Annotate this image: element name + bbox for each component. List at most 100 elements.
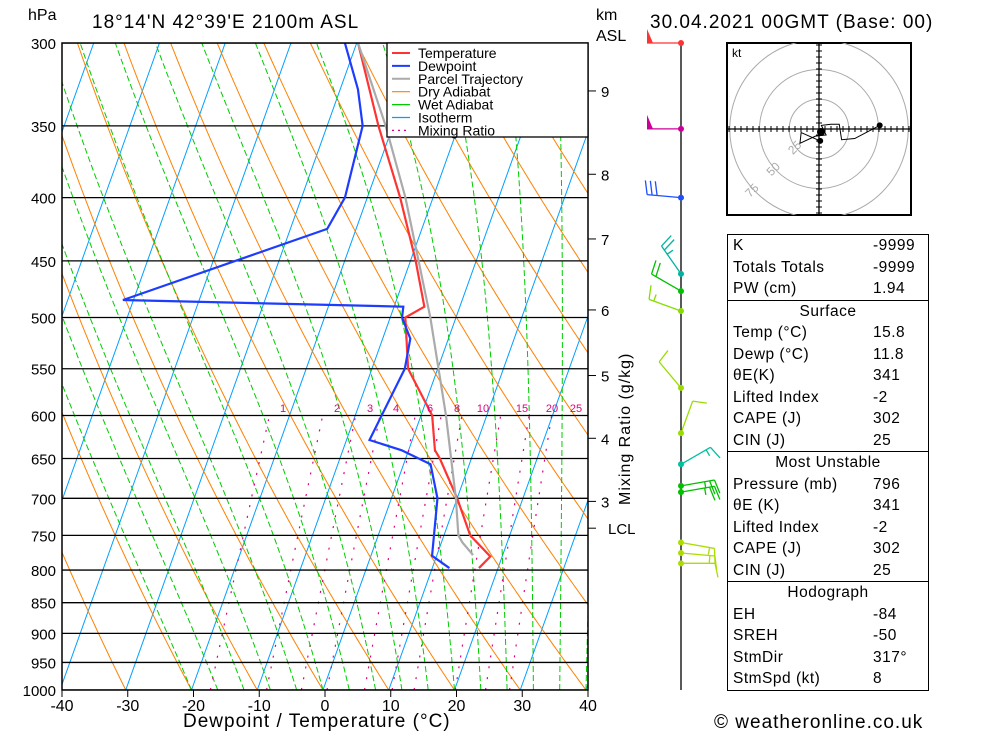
row-value: 796 bbox=[873, 475, 901, 493]
mixing-ratio-label: 6 bbox=[427, 403, 433, 415]
wind-barbs bbox=[644, 29, 721, 690]
barb-marker bbox=[678, 539, 684, 546]
y-tick-label: 450 bbox=[31, 254, 56, 271]
barb-full bbox=[713, 486, 721, 500]
dry-adiabat-line bbox=[76, 43, 390, 690]
row-value: 341 bbox=[873, 497, 901, 514]
barb-full bbox=[709, 446, 721, 459]
hodograph-unit: kt bbox=[732, 46, 742, 60]
legend-label: Isotherm bbox=[418, 110, 472, 126]
mixing-ratio-label: 25 bbox=[570, 403, 582, 415]
isotherm-line bbox=[62, 43, 160, 318]
isotherm-line bbox=[388, 130, 588, 690]
table-row: CAPE (J) 302 bbox=[728, 408, 928, 430]
wet-adiabat-line bbox=[62, 314, 219, 690]
barb-half bbox=[653, 294, 657, 302]
y-tick-label: 700 bbox=[31, 491, 56, 508]
isotherm-line bbox=[191, 43, 423, 690]
barb-full bbox=[649, 180, 653, 196]
barb-staff bbox=[680, 552, 715, 557]
y-tick-label: 500 bbox=[31, 311, 56, 328]
x-tick-label: -20 bbox=[182, 698, 205, 715]
wind-barb bbox=[678, 400, 707, 437]
table-row: K -9999 bbox=[728, 235, 928, 257]
wind-barb bbox=[647, 29, 684, 46]
km-tick-label: 7 bbox=[601, 232, 609, 249]
dry-adiabat-line bbox=[170, 43, 521, 690]
mixing-ratio-label: 15 bbox=[516, 403, 528, 415]
x-tick-label: 10 bbox=[382, 698, 400, 715]
mixing-ratio-label: 20 bbox=[546, 403, 558, 415]
wet-adiabat-line bbox=[201, 43, 403, 690]
wind-barb bbox=[678, 550, 718, 571]
pressure-unit: hPa bbox=[28, 7, 57, 24]
hodograph-trace bbox=[799, 123, 880, 145]
table-row: Lifted Index -2 bbox=[728, 387, 928, 409]
isotherm-line bbox=[125, 43, 358, 690]
legend-box bbox=[386, 42, 589, 138]
row-value: 8 bbox=[873, 670, 883, 687]
x-tick-label: 0 bbox=[321, 698, 330, 715]
barb-marker bbox=[678, 430, 684, 437]
most-unstable-heading: Most Unstable bbox=[775, 454, 881, 471]
row-value: 15.8 bbox=[873, 324, 906, 341]
temperature-line bbox=[356, 43, 492, 569]
dry-adiabat-line bbox=[62, 411, 192, 690]
barb-marker bbox=[678, 125, 684, 132]
barb-marker bbox=[678, 40, 684, 46]
table-row: Pressure (mb) 796 bbox=[728, 474, 928, 496]
table-row: StmSpd (kt) 8 bbox=[728, 668, 928, 690]
row-label: StmSpd (kt) bbox=[733, 670, 821, 687]
barb-full bbox=[663, 239, 675, 251]
dry-adiabat-line bbox=[309, 43, 588, 520]
profiles bbox=[122, 43, 492, 569]
row-value: 11.8 bbox=[873, 345, 905, 363]
barb-marker bbox=[678, 550, 684, 557]
table-row: Temp (°C) 15.8 bbox=[728, 322, 928, 344]
barb-staff bbox=[647, 193, 682, 199]
y-tick-label: 300 bbox=[31, 36, 56, 53]
barb-full bbox=[655, 262, 661, 277]
barb-marker bbox=[678, 461, 684, 468]
dewpoint-line bbox=[122, 43, 451, 569]
barb-marker bbox=[678, 194, 684, 201]
y-tick-label: 650 bbox=[31, 452, 56, 469]
barb-marker bbox=[678, 270, 684, 277]
y-tick-label: 850 bbox=[31, 596, 56, 613]
km-tick-label: 9 bbox=[601, 84, 609, 101]
copyright: © weatheronline.co.uk bbox=[714, 712, 923, 733]
y-tick-label: 800 bbox=[31, 563, 56, 580]
wet-adiabat-line bbox=[447, 43, 508, 690]
barb-full bbox=[648, 285, 652, 300]
table-row: CIN (J) 25 bbox=[728, 430, 928, 452]
wet-adiabat-line bbox=[382, 43, 482, 690]
wet-adiabat-line bbox=[254, 43, 429, 690]
row-value: 317° bbox=[873, 648, 908, 666]
y-tick-label: 350 bbox=[31, 119, 56, 136]
row-label: Pressure (mb) bbox=[733, 475, 838, 493]
wind-barb bbox=[660, 235, 684, 277]
wet-adiabat-line bbox=[557, 43, 563, 690]
y-tick-label: 900 bbox=[31, 626, 56, 643]
datetime: 30.04.2021 00GMT (Base: 00) bbox=[650, 12, 933, 33]
dry-adiabat-line bbox=[62, 551, 127, 690]
table-row: SREH -50 bbox=[728, 625, 928, 647]
mixing-ratio-label: 1 bbox=[280, 403, 286, 415]
table-row: StmDir 317° bbox=[728, 647, 928, 669]
table-row: Totals Totals -9999 bbox=[728, 257, 928, 279]
table-row: PW (cm) 1.94 bbox=[728, 278, 928, 300]
row-value: 1.94 bbox=[873, 280, 906, 297]
barb-full bbox=[654, 181, 658, 196]
height-ref: ASL bbox=[596, 28, 626, 45]
wet-adiabat-line bbox=[316, 43, 455, 690]
barb-marker bbox=[678, 384, 684, 391]
wind-barb bbox=[647, 114, 684, 132]
hodograph-start-point bbox=[817, 137, 824, 144]
y-tick-label: 550 bbox=[31, 362, 56, 379]
mixing-ratio-label: 2 bbox=[334, 403, 340, 415]
isotherm-line bbox=[454, 314, 588, 690]
row-label: K bbox=[733, 237, 744, 254]
wet-adiabat-line bbox=[114, 43, 350, 690]
wind-barb bbox=[678, 560, 719, 578]
